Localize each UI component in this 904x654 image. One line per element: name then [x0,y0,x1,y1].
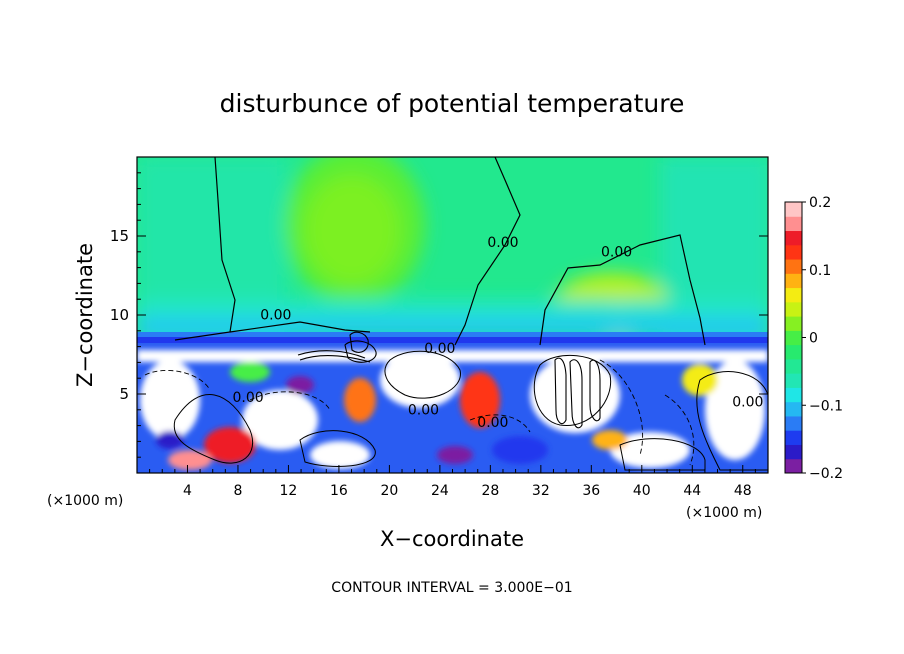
colorbar-swatch [785,344,802,360]
colorbar-swatch [785,301,802,317]
contour-label: 0.00 [732,395,763,411]
colorbar-tick-label: 0.2 [809,195,831,211]
colorbar-swatch [785,244,802,260]
colorbar-swatch [785,401,802,417]
contour-interval: CONTOUR INTERVAL = 3.000E−01 [331,580,572,596]
contour-label: 0.00 [601,245,632,261]
contour-label: 0.00 [232,390,263,406]
colorbar-swatch [785,358,802,374]
x-tick-label: 20 [380,483,398,499]
x-tick-label: 8 [233,483,242,499]
x-tick-label: 36 [582,483,600,499]
x-axis-label: X−coordinate [380,527,524,551]
colorbar-swatch [785,202,802,217]
y-tick-label: 5 [119,385,129,403]
colorbar-swatch [785,259,802,274]
colorbar-tick-label: 0.1 [809,263,831,279]
contour-label: 0.00 [408,403,439,419]
colorbar-swatch [785,415,802,431]
x-tick-label: 4 [183,483,192,499]
colorbar: −0.2 −0.1 0 0.1 0.2 [784,195,843,482]
contour-label: 0.00 [424,341,455,357]
x-tick-label: 16 [330,483,348,499]
colorbar-swatch [785,330,802,346]
x-tick-label: 12 [280,483,298,499]
contour-labels: 0.00 0.00 0.00 0.00 0.00 0.00 0.00 0.00 [232,235,763,431]
colorbar-swatch [785,430,802,445]
colorbar-swatch [785,458,802,474]
colorbar-swatch [785,216,802,232]
contour-label: 0.00 [487,235,518,251]
colorbar-tick-label: 0 [809,331,818,347]
colorbar-swatch [785,230,802,246]
x-axis: 4 8 12 16 20 24 28 32 36 40 44 48 [149,465,756,499]
colorbar-tick-label: −0.2 [809,466,843,482]
x-tick-label: 44 [683,483,701,499]
colorbar-swatch [785,316,802,331]
colorbar-swatch [785,373,802,388]
x-tick-label: 32 [532,483,550,499]
x-tick-label: 28 [481,483,499,499]
colorbar-swatch [785,387,802,403]
contour-label: 0.00 [260,308,291,324]
x-unit-right: (×1000 m) [686,505,762,521]
plot-area [137,157,768,473]
x-tick-label: 48 [734,483,752,499]
colorbar-swatch [785,444,802,460]
x-tick-label: 24 [431,483,449,499]
colorbar-tick-label: −0.1 [809,398,843,414]
x-tick-label: 40 [633,483,651,499]
chart-title: disturbunce of potential temperature [220,89,685,118]
x-unit-left: (×1000 m) [47,493,123,509]
colorbar-swatch [785,273,802,289]
colorbar-swatch [785,287,802,303]
y-axis-label: Z−coordinate [73,243,97,387]
y-tick-label: 10 [110,306,129,324]
contour-label: 0.00 [477,415,508,431]
y-tick-label: 15 [110,227,129,245]
y-axis: 5 10 15 [110,172,768,458]
